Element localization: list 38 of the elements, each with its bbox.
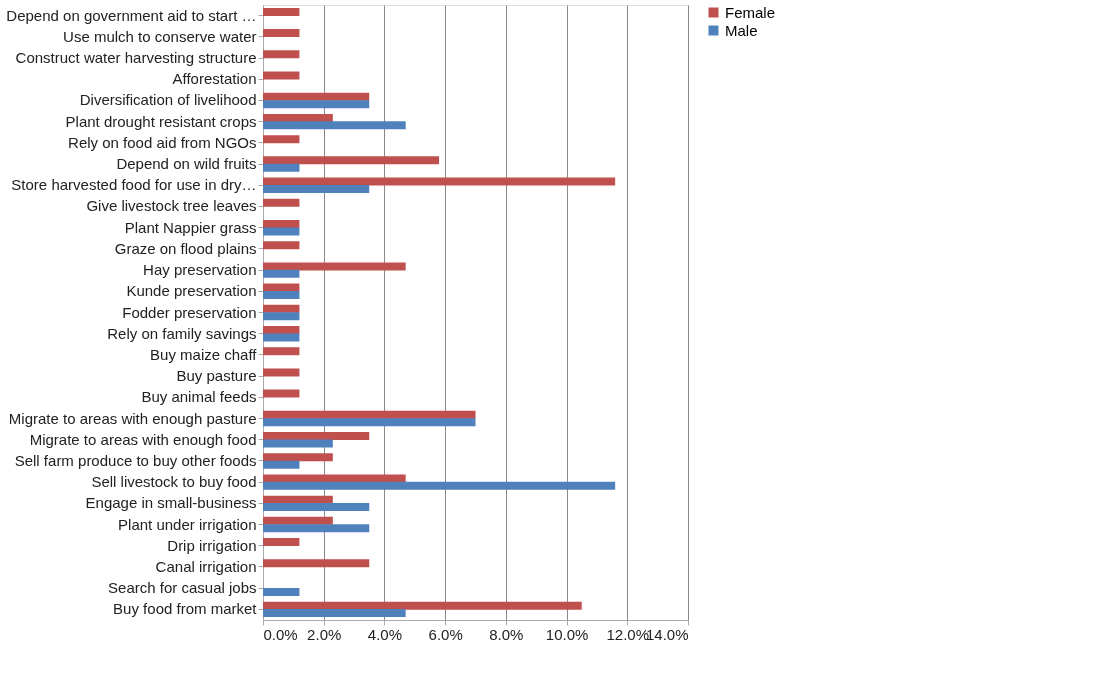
y-tick-label: Depend on wild fruits: [116, 155, 257, 173]
y-tick-label: Sell farm produce to buy other foods: [14, 451, 257, 469]
x-tick-label: 8.0%: [489, 625, 524, 643]
y-tick-label: Plant Nappier grass: [124, 218, 257, 236]
x-tick-label: 10.0%: [545, 625, 589, 643]
y-tick-label: Engage in small-business: [85, 494, 257, 512]
y-tick-label: Buy food from market: [113, 600, 258, 618]
y-tick-label: Diversification of livelihood: [79, 91, 257, 109]
x-tick-label: 4.0%: [367, 625, 403, 643]
y-tick-label: Buy maize chaff: [150, 345, 258, 363]
y-tick-label: Give livestock tree leaves: [86, 197, 257, 215]
y-tick-label: Sell livestock to buy food: [91, 473, 257, 491]
y-tick-label: Rely on food aid from NGOs: [68, 133, 257, 151]
legend-label: Male: [725, 21, 758, 39]
x-tick-label: 12.0%: [606, 625, 650, 643]
y-tick-label: Buy animal feeds: [141, 388, 257, 406]
y-tick-label: Use mulch to conserve water: [63, 27, 257, 45]
y-tick-label: Migrate to areas with enough pasture: [8, 409, 257, 427]
x-tick-label: 2.0%: [307, 625, 342, 643]
x-tick-label: 6.0%: [428, 625, 463, 643]
y-tick-label: Search for casual jobs: [108, 579, 257, 597]
y-tick-label: Fodder preservation: [122, 303, 257, 321]
y-tick-label: Plant under irrigation: [118, 515, 257, 533]
y-tick-label: Construct water harvesting structure: [15, 49, 257, 67]
y-tick-label: Buy pasture: [176, 367, 257, 385]
y-tick-label: Rely on family savings: [107, 324, 257, 342]
y-tick-label: Afforestation: [172, 70, 257, 88]
y-tick-label: Drip irrigation: [167, 536, 257, 554]
y-tick-label: Depend on government aid to start …: [6, 6, 257, 24]
y-tick-label: Store harvested food for use in dry…: [11, 176, 257, 194]
y-tick-label: Kunde preservation: [126, 282, 257, 300]
y-tick-label: Migrate to areas with enough food: [29, 430, 257, 448]
x-tick-label: 0.0%: [263, 625, 298, 643]
y-tick-label: Plant drought resistant crops: [65, 112, 257, 130]
y-tick-label: Hay preservation: [143, 261, 257, 279]
y-tick-label: Graze on flood plains: [114, 239, 257, 257]
legend-label: Female: [725, 3, 776, 21]
y-tick-label: Canal irrigation: [155, 557, 257, 575]
